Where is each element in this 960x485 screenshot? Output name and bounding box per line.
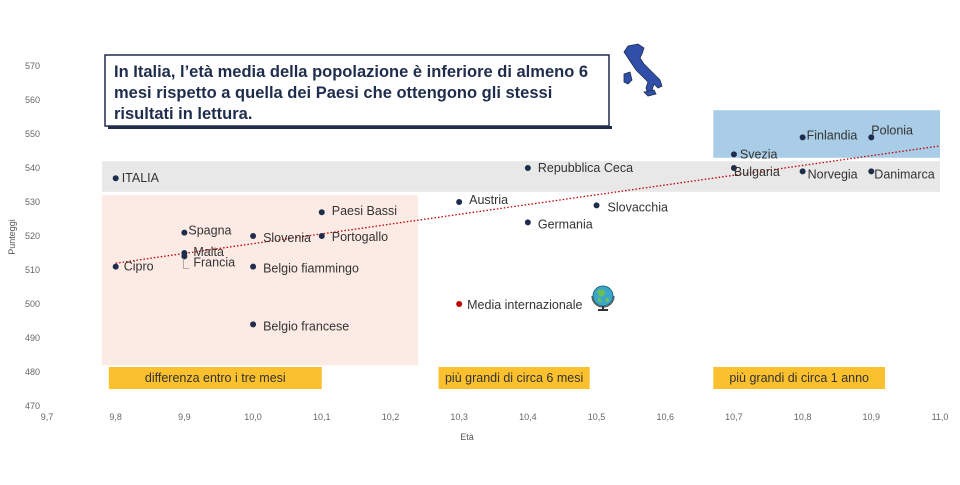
y-tick-label: 470: [25, 401, 40, 411]
point-label-slovacchia: Slovacchia: [608, 200, 668, 214]
band-3: [713, 367, 886, 389]
y-tick-label: 480: [25, 367, 40, 377]
band-1: [108, 367, 322, 389]
x-tick-label: 10,0: [244, 412, 262, 422]
band-label-2: più grandi di circa 6 mesi: [445, 371, 583, 385]
band-label-1: differenza entro i tre mesi: [145, 371, 286, 385]
x-tick-label: 9,9: [178, 412, 191, 422]
y-tick-label: 510: [25, 265, 40, 275]
point-francia: [181, 253, 188, 260]
point-label-danimarca: Danimarca: [874, 167, 934, 181]
top-region: [713, 110, 940, 158]
point-label-francia: Francia: [193, 255, 235, 269]
point-paesi-bassi: [318, 209, 325, 216]
point-label-austria: Austria: [469, 193, 508, 207]
trendline: [115, 145, 941, 264]
y-tick-label: 550: [25, 129, 40, 139]
x-tick-label: 10,5: [588, 412, 606, 422]
lower-age-region: [101, 195, 418, 366]
point-label-slovenia: Slovenia: [263, 231, 311, 245]
callout-line-3: risultati in lettura.: [114, 105, 252, 123]
y-tick-label: 570: [25, 61, 40, 71]
point-label-norvegia: Norvegia: [808, 167, 858, 181]
point-media-internazionale: [456, 301, 463, 307]
x-tick-label: 10,3: [450, 412, 468, 422]
globe-icon: [591, 285, 615, 311]
x-tick-label: 10,6: [656, 412, 674, 422]
point-label-svezia: Svezia: [740, 147, 778, 161]
x-tick-label: 10,9: [863, 412, 881, 422]
callout-line-1: In Italia, l’età media della popolazione…: [114, 63, 588, 81]
y-tick-label: 540: [25, 163, 40, 173]
point-slovenia: [250, 233, 257, 239]
band-label-3: più grandi di circa 1 anno: [729, 371, 869, 385]
point-portogallo: [318, 233, 325, 239]
x-tick-label: 9,7: [41, 412, 54, 422]
y-tick-label: 560: [25, 95, 40, 105]
point-label-spagna: Spagna: [188, 224, 231, 238]
point-label-bulgaria: Bulgaria: [734, 165, 780, 179]
point-svezia: [730, 151, 737, 158]
x-axis-label: Età: [460, 432, 474, 442]
point-cipro: [112, 263, 119, 270]
x-tick-label: 11,0: [932, 412, 949, 422]
point-label-germania: Germania: [538, 217, 593, 231]
point-repubblica-ceca: [524, 165, 531, 171]
italy-map-icon: [623, 43, 663, 97]
point-austria: [456, 199, 463, 205]
point-label-portogallo: Portogallo: [332, 230, 388, 244]
point-label-polonia: Polonia: [871, 123, 913, 137]
x-tick-label: 10,2: [382, 412, 400, 422]
point-belgio-fiammingo: [250, 263, 257, 270]
point-bulgaria: [730, 165, 737, 171]
point-danimarca: [868, 168, 875, 175]
point-label-repubblica-ceca: Repubblica Ceca: [538, 161, 633, 175]
point-label-malta: Malta: [193, 245, 224, 259]
y-tick-label: 520: [25, 231, 40, 241]
callout-box: In Italia, l’età media della popolazione…: [104, 54, 612, 129]
point-germania: [524, 219, 531, 226]
point-label-finlandia: Finlandia: [807, 128, 858, 142]
point-norvegia: [799, 168, 806, 175]
y-axis-label: Punteggi: [7, 219, 17, 255]
y-tick-label: 500: [25, 299, 40, 309]
point-finlandia: [799, 134, 806, 141]
callout-line-2: mesi rispetto a quella dei Paesi che ott…: [114, 84, 552, 102]
point-label-paesi-bassi: Paesi Bassi: [332, 204, 397, 218]
x-tick-label: 10,1: [313, 412, 331, 422]
italy-score-band: [101, 161, 940, 192]
band-2: [438, 367, 590, 389]
point-italia: [112, 175, 119, 182]
point-polonia: [868, 134, 875, 141]
y-tick-label: 530: [25, 197, 40, 207]
x-tick-label: 10,8: [794, 412, 812, 422]
point-label-italia: ITALIA: [122, 171, 160, 185]
point-spagna: [181, 229, 188, 236]
point-label-media-internazionale: Media internazionale: [467, 298, 582, 312]
point-slovacchia: [593, 202, 600, 209]
y-tick-label: 490: [25, 333, 40, 343]
point-belgio-francese: [250, 321, 257, 328]
point-label-cipro: Cipro: [124, 260, 154, 274]
point-label-belgio-fiammingo: Belgio fiammingo: [263, 262, 359, 276]
label-connector: [182, 258, 190, 269]
x-tick-label: 10,7: [725, 412, 743, 422]
point-label-belgio-francese: Belgio francese: [263, 319, 349, 333]
x-tick-label: 10,4: [519, 412, 537, 422]
x-tick-label: 9,8: [109, 412, 122, 422]
